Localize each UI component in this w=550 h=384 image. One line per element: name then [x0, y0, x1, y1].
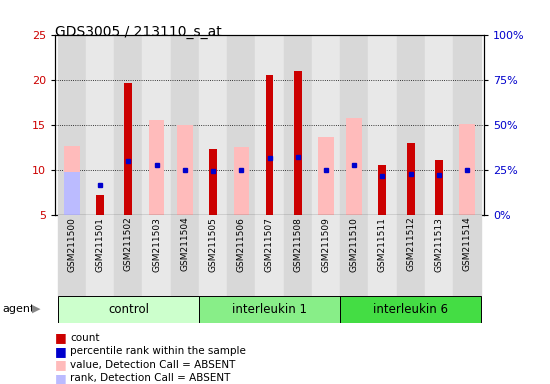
Bar [425, 215, 453, 296]
Bar [368, 35, 397, 215]
Text: GSM211506: GSM211506 [237, 217, 246, 271]
Bar [199, 35, 227, 215]
Bar [435, 160, 443, 215]
Bar [294, 71, 301, 215]
Text: GSM211504: GSM211504 [180, 217, 189, 271]
Text: GSM211505: GSM211505 [208, 217, 218, 271]
Bar [459, 124, 475, 215]
Bar [453, 215, 481, 296]
Bar [346, 118, 362, 215]
Bar [209, 149, 217, 215]
Bar [425, 35, 453, 215]
Text: GSM211508: GSM211508 [293, 217, 302, 271]
Bar [114, 35, 142, 215]
Text: GSM211501: GSM211501 [96, 217, 104, 271]
Bar [368, 215, 397, 296]
Text: interleukin 1: interleukin 1 [232, 303, 307, 316]
Text: value, Detection Call = ABSENT: value, Detection Call = ABSENT [70, 360, 236, 370]
Text: interleukin 6: interleukin 6 [373, 303, 448, 316]
Bar [397, 215, 425, 296]
Bar [318, 137, 334, 215]
Bar [227, 35, 255, 215]
Bar [149, 120, 164, 215]
Bar [284, 35, 312, 215]
Text: GSM211500: GSM211500 [68, 217, 76, 271]
Bar [177, 125, 192, 215]
Text: count: count [70, 333, 100, 343]
Text: GSM211509: GSM211509 [321, 217, 331, 271]
Bar [255, 35, 284, 215]
Text: GSM211507: GSM211507 [265, 217, 274, 271]
Bar [312, 35, 340, 215]
Text: ■: ■ [55, 372, 67, 384]
Text: agent: agent [3, 304, 35, 314]
Bar [199, 296, 340, 323]
Bar [340, 35, 368, 215]
Bar [124, 83, 133, 215]
Text: GDS3005 / 213110_s_at: GDS3005 / 213110_s_at [55, 25, 222, 39]
Text: percentile rank within the sample: percentile rank within the sample [70, 346, 246, 356]
Text: GSM211503: GSM211503 [152, 217, 161, 271]
Text: control: control [108, 303, 149, 316]
Text: GSM211510: GSM211510 [350, 217, 359, 271]
Bar [340, 215, 368, 296]
Text: ■: ■ [55, 358, 67, 371]
Bar [114, 215, 142, 296]
Bar [142, 215, 170, 296]
Bar [170, 215, 199, 296]
Bar [340, 296, 481, 323]
Bar [96, 195, 104, 215]
Text: ■: ■ [55, 331, 67, 344]
Bar [64, 146, 80, 215]
Bar [234, 147, 249, 215]
Bar [397, 35, 425, 215]
Bar [86, 215, 114, 296]
Bar [453, 35, 481, 215]
Bar [266, 75, 273, 215]
Text: ▶: ▶ [32, 304, 40, 314]
Bar [312, 215, 340, 296]
Bar [255, 215, 284, 296]
Bar [58, 35, 86, 215]
Text: GSM211502: GSM211502 [124, 217, 133, 271]
Bar [227, 215, 255, 296]
Bar [58, 215, 86, 296]
Bar [86, 35, 114, 215]
Text: GSM211512: GSM211512 [406, 217, 415, 271]
Bar [170, 35, 199, 215]
Bar [142, 35, 170, 215]
Text: rank, Detection Call = ABSENT: rank, Detection Call = ABSENT [70, 373, 231, 383]
Bar [378, 166, 386, 215]
Bar [58, 296, 199, 323]
Bar [199, 215, 227, 296]
Text: GSM211513: GSM211513 [434, 217, 443, 271]
Bar [284, 215, 312, 296]
Bar [64, 172, 80, 215]
Text: GSM211514: GSM211514 [463, 217, 471, 271]
Text: ■: ■ [55, 345, 67, 358]
Text: GSM211511: GSM211511 [378, 217, 387, 271]
Bar [406, 143, 415, 215]
